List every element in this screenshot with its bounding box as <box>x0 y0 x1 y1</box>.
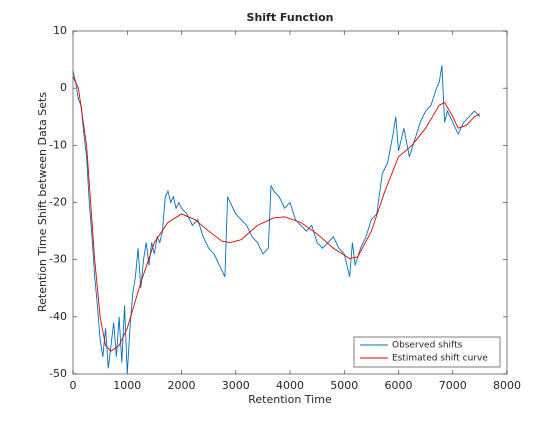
x-tick-label: 1000 <box>113 379 141 392</box>
x-tick-label: 4000 <box>276 379 304 392</box>
x-axis-label: Retention Time <box>248 393 332 406</box>
x-tick-label: 6000 <box>385 379 413 392</box>
x-tick-label: 2000 <box>168 379 196 392</box>
y-tick-label: -50 <box>49 367 67 380</box>
x-tick-label: 0 <box>70 379 77 392</box>
y-tick-label: -40 <box>49 310 67 323</box>
x-tick-label: 8000 <box>493 379 521 392</box>
legend-box <box>353 336 501 368</box>
x-tick-label: 3000 <box>222 379 250 392</box>
y-tick-label: -10 <box>49 138 67 151</box>
y-tick-label: 0 <box>60 81 67 94</box>
y-tick-label: -20 <box>49 196 67 209</box>
y-tick-label: -30 <box>49 253 67 266</box>
x-tick-label: 5000 <box>330 379 358 392</box>
series-line <box>72 76 481 352</box>
legend-label: Estimated shift curve <box>392 354 488 364</box>
legend-label: Observed shifts <box>392 341 463 351</box>
series-line <box>72 65 481 375</box>
x-tick-label: 7000 <box>439 379 467 392</box>
y-tick-label: 10 <box>53 24 67 37</box>
y-axis-label: Retention Time Shift between Data Sets <box>36 92 49 312</box>
chart-title: Shift Function <box>247 11 334 24</box>
